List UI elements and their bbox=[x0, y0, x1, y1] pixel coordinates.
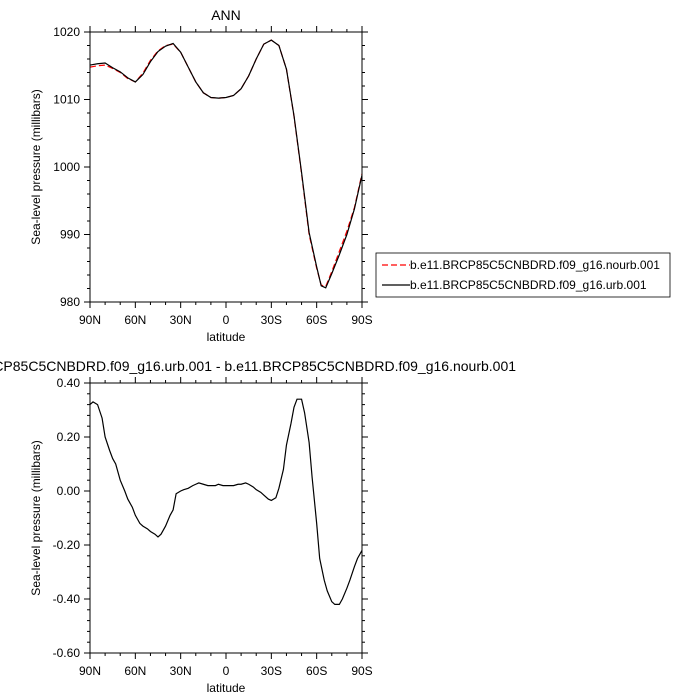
y-axis-label: Sea-level pressure (millibars) bbox=[29, 89, 43, 244]
y-tick-label: 0.40 bbox=[57, 376, 81, 390]
x-tick-label: 90N bbox=[79, 664, 101, 678]
chart-1: 90N 60N 30N 0 30S 60S 90S 1020 1010 1000 990 980 ANN… bbox=[29, 7, 671, 344]
x-tick-label: 60N bbox=[124, 664, 146, 678]
x-tick-label: 30S bbox=[261, 313, 282, 327]
x-tick-label: 30N bbox=[170, 664, 192, 678]
plot-frame bbox=[89, 382, 363, 654]
y-tick-label: 1020 bbox=[53, 25, 80, 39]
series-line-2 bbox=[90, 39, 362, 289]
y-tick-label: 1010 bbox=[53, 93, 80, 107]
legend-label: b.e11.BRCP85C5CNBDRD.f09_g16.nourb.001 bbox=[410, 258, 660, 272]
chart-2: 90N 60N 30N 0 30S 60S 90S 0.40 0.20 0.00 -0.20 -0.4… bbox=[0, 358, 516, 695]
legend-label: b.e11.BRCP85C5CNBDRD.f09_g16.urb.001 bbox=[410, 278, 647, 292]
plot-frame bbox=[89, 31, 363, 303]
series-line-1 bbox=[90, 39, 362, 288]
x-axis-label: latitude bbox=[207, 681, 246, 695]
chart-title: b.e11.BRCP85C5CNBDRD.f09_g16.urb.001 - b… bbox=[0, 358, 516, 374]
chart-title: ANN bbox=[211, 7, 241, 23]
y-tick-label: -0.60 bbox=[53, 646, 81, 660]
x-tick-label: 30S bbox=[261, 664, 282, 678]
y-tick-label: 990 bbox=[60, 228, 80, 242]
x-tick-label: 60N bbox=[124, 313, 146, 327]
x-tick-label: 60S bbox=[306, 664, 327, 678]
legend: b.e11.BRCP85C5CNBDRD.f09_g16.nourb.001 b.… bbox=[375, 252, 671, 298]
y-tick-label: 980 bbox=[60, 295, 80, 309]
x-tick-label: 0 bbox=[223, 664, 230, 678]
x-tick-label: 30N bbox=[170, 313, 192, 327]
x-axis-label: latitude bbox=[207, 330, 246, 344]
x-tick-label: 90S bbox=[351, 313, 372, 327]
x-tick-label: 90N bbox=[79, 313, 101, 327]
x-tick-label: 60S bbox=[306, 313, 327, 327]
legend-box bbox=[375, 252, 671, 298]
y-tick-label: 0.00 bbox=[57, 484, 81, 498]
y-tick-label: -0.40 bbox=[53, 592, 81, 606]
y-tick-label: 1000 bbox=[53, 160, 80, 174]
x-tick-label: 90S bbox=[351, 664, 372, 678]
y-tick-label: 0.20 bbox=[57, 430, 81, 444]
x-tick-label: 0 bbox=[223, 313, 230, 327]
series-line-1 bbox=[90, 398, 362, 605]
y-axis-label: Sea-level pressure (millibars) bbox=[29, 440, 43, 595]
y-tick-label: -0.20 bbox=[53, 538, 81, 552]
